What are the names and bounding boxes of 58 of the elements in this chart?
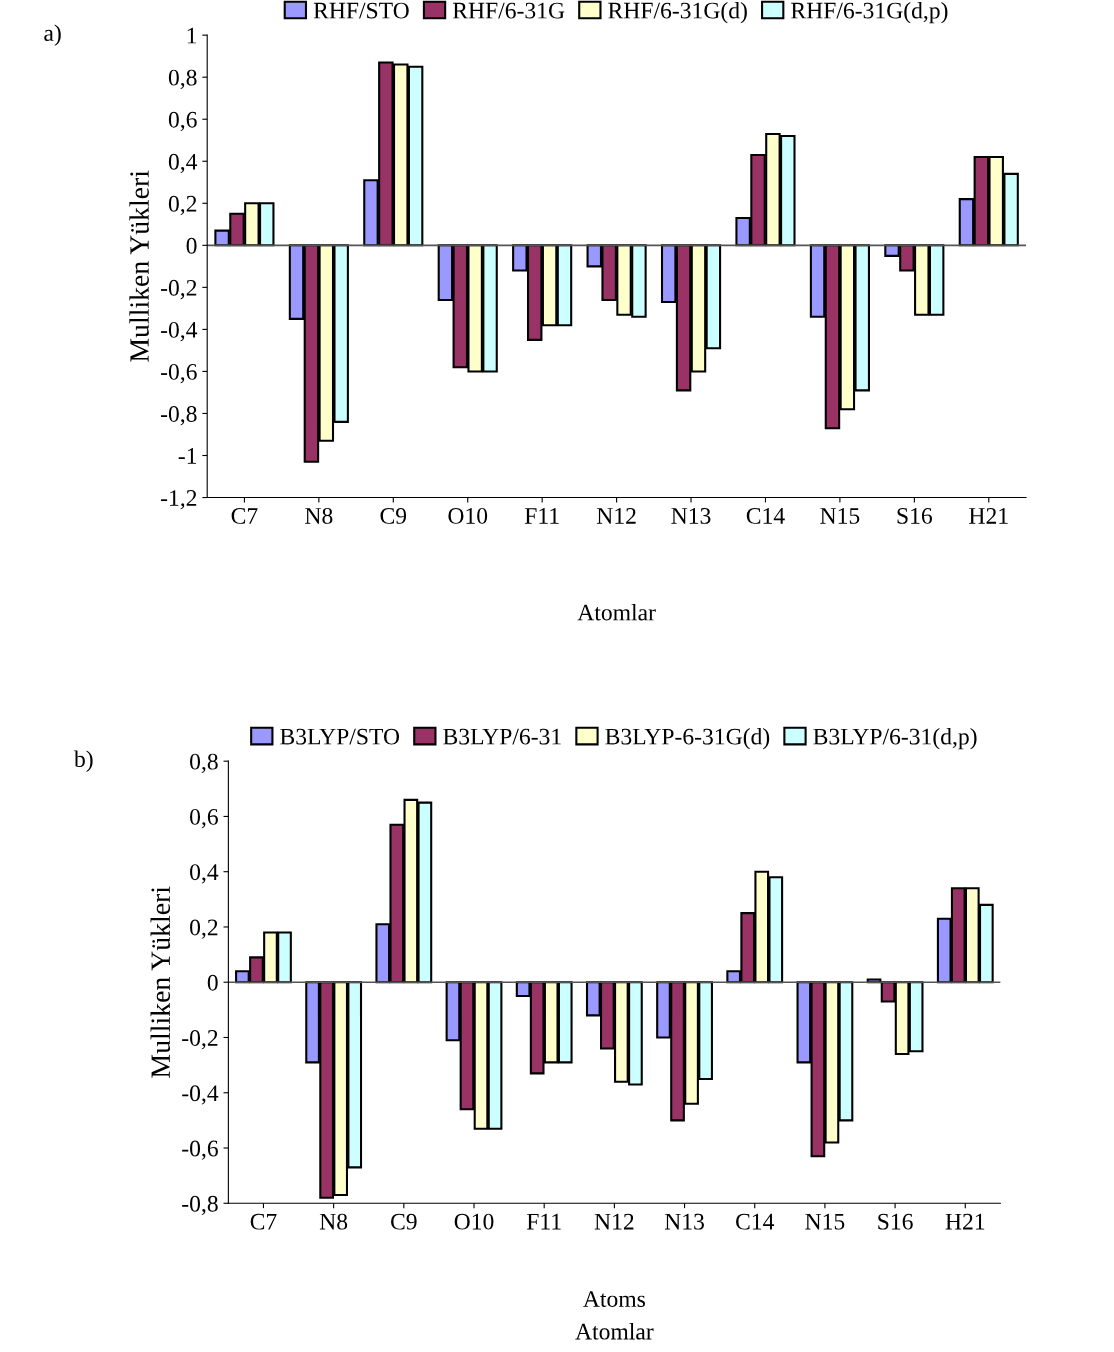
y-tick-label: -0,8 (182, 1195, 218, 1216)
y-tick-label: 0,8 (190, 753, 218, 773)
x-tick-label: N8 (305, 507, 333, 524)
x-tick-label: C7 (231, 508, 258, 524)
y-axis-title: Mulliken Yükleri (129, 170, 149, 362)
y-tick-label: -1 (178, 448, 197, 464)
y-tick-label: 0,2 (168, 195, 197, 216)
x-tick-label: N13 (671, 508, 711, 524)
x-tick-label: N15 (805, 1213, 845, 1230)
legend-label: B3LYP-6-31G(d) (605, 727, 770, 750)
x-tick-label: N12 (596, 508, 636, 524)
y-tick-label: 1 (187, 27, 197, 44)
legend-label: RHF/6-31G(d) (608, 1, 747, 24)
x-tick-label: C9 (380, 508, 407, 524)
text: b) (73, 750, 93, 772)
y-tick-label: -0,8 (160, 405, 197, 426)
y-tick-label: -0,2 (182, 1029, 218, 1050)
y-tick-label: 0,8 (168, 69, 197, 90)
x-tick-label: F11 (526, 1213, 561, 1230)
x-tick-label: O10 (448, 507, 488, 524)
text: a) (44, 24, 61, 46)
y-tick-label: 0,4 (190, 864, 219, 884)
x-tick-label: H21 (969, 508, 1008, 524)
x-axis-title: Atoms (583, 1291, 645, 1307)
y-tick-label: -0,6 (182, 1140, 218, 1160)
y-tick-label: -0,6 (160, 363, 197, 384)
legend-label: RHF/STO (313, 2, 409, 19)
y-tick-label: -0,2 (160, 279, 197, 300)
x-tick-label: N12 (594, 1213, 634, 1230)
y-tick-label: 0,6 (190, 808, 218, 829)
x-tick-label: C14 (746, 508, 785, 524)
legend-label: RHF/6-31G (452, 2, 565, 19)
legend-label: B3LYP/STO (280, 728, 400, 745)
y-tick-label: 0,2 (190, 919, 218, 939)
x-tick-label: N13 (664, 1213, 704, 1230)
legend-label: B3LYP/6-31(d,p) (813, 727, 977, 750)
legend-label: RHF/6-31G(d,p) (791, 1, 948, 24)
x-tick-label: H21 (945, 1213, 985, 1230)
y-tick-label: -0,4 (160, 321, 198, 342)
legend-label: B3LYP/6-31 (443, 728, 561, 745)
text: Atomlar (575, 1322, 654, 1340)
x-tick-label: C7 (250, 1213, 277, 1230)
x-tick-label: F11 (524, 508, 559, 524)
x-tick-label: C9 (391, 1213, 417, 1230)
x-tick-label: N15 (820, 508, 860, 524)
x-tick-label: S16 (878, 1213, 913, 1230)
x-tick-label: O10 (454, 1213, 494, 1230)
y-tick-label: 0 (186, 237, 197, 254)
y-axis-title: Mulliken Yükleri (150, 886, 171, 1078)
y-tick-label: -1,2 (160, 490, 197, 510)
x-tick-label: N8 (319, 1213, 348, 1230)
y-tick-label: 0 (207, 974, 218, 991)
x-axis-title: Atomlar (577, 603, 656, 621)
y-tick-label: -0,4 (182, 1085, 219, 1105)
y-tick-label: 0,4 (168, 153, 198, 174)
y-tick-label: 0,6 (168, 111, 197, 132)
x-tick-label: C14 (736, 1213, 775, 1230)
x-tick-label: S16 (897, 508, 933, 524)
